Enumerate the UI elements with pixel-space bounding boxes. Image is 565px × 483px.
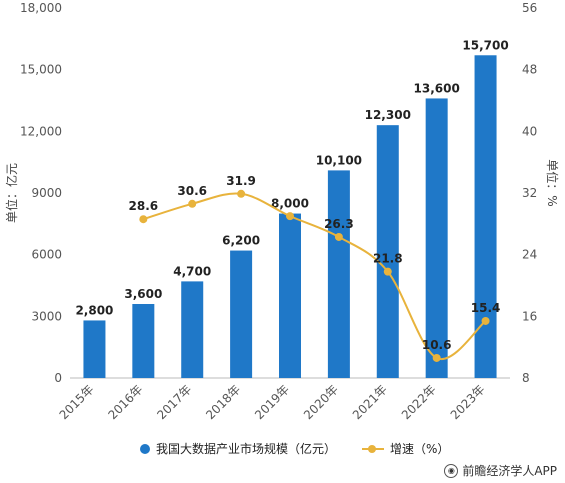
growth-point	[383, 267, 392, 276]
y-tick-label: 3000	[31, 309, 62, 323]
y2-axis-title: 单位：%	[545, 159, 560, 206]
growth-value-label: 26.3	[324, 217, 354, 231]
bar	[132, 304, 155, 378]
growth-point	[286, 212, 294, 221]
bar-value-label: 10,100	[316, 153, 362, 167]
bar	[83, 320, 106, 378]
legend: 我国大数据产业市场规模（亿元） 增速（%）	[140, 440, 449, 457]
x-tick-label: 2017年	[154, 382, 194, 422]
y2-tick-label: 40	[522, 124, 537, 138]
growth-value-label: 10.6	[422, 338, 452, 352]
y-tick-label: 6000	[31, 248, 62, 262]
y2-tick-label: 8	[522, 371, 530, 385]
x-tick-label: 2022年	[399, 382, 439, 422]
bar-value-label: 4,700	[173, 264, 211, 278]
legend-bar-swatch	[140, 443, 150, 454]
bar-value-label: 8,000	[271, 197, 309, 211]
bar	[279, 213, 301, 378]
x-tick-label: 2021年	[350, 382, 390, 422]
growth-value-label: 28.6	[129, 199, 159, 213]
bar	[181, 281, 204, 378]
legend-item-bar: 我国大数据产业市场规模（亿元）	[140, 440, 336, 457]
legend-line-swatch	[362, 444, 385, 454]
x-tick-label: 2016年	[105, 382, 145, 422]
y-tick-label: 0	[54, 371, 62, 385]
bar	[376, 125, 399, 379]
weibo-icon: ◉	[444, 463, 459, 478]
y2-tick-label: 24	[522, 248, 537, 262]
bar-value-label: 12,300	[365, 108, 411, 122]
bar-value-label: 13,600	[414, 81, 460, 95]
y2-tick-label: 16	[522, 309, 537, 323]
bars-group: 2,800 3,600 4,700 6,200 8,000 10,100 12,30013,…	[75, 38, 509, 379]
y-axis-title: 单位：亿元	[4, 163, 19, 223]
x-tick-label: 2020年	[301, 382, 341, 422]
growth-value-label: 31.9	[226, 174, 256, 188]
x-tick-label: 2018年	[203, 382, 243, 422]
y2-tick-label: 32	[522, 186, 537, 200]
growth-point	[432, 353, 441, 362]
x-tick-label: 2019年	[252, 382, 292, 422]
x-tick-label: 2023年	[448, 382, 488, 422]
legend-line-label: 增速（%）	[390, 442, 450, 456]
legend-item-line: 增速（%）	[362, 440, 449, 457]
y-tick-label: 18,000	[20, 1, 62, 15]
growth-point	[139, 215, 148, 224]
growth-point	[237, 189, 246, 198]
bar-value-label: 2,800	[75, 303, 113, 317]
growth-point	[481, 316, 490, 325]
bar	[474, 55, 497, 379]
y-tick-label: 9000	[31, 186, 62, 200]
bar	[425, 98, 448, 378]
growth-point	[334, 232, 343, 241]
growth-point	[188, 199, 197, 208]
bar	[230, 250, 253, 378]
bar-value-label: 15,700	[462, 38, 508, 52]
bar-value-label: 6,200	[222, 234, 260, 248]
growth-line-group: 28.6 30.6 31.9 26.3 21.8 10.6 15.4	[129, 174, 501, 362]
source-credit: ◉ 前瞻经济学人APP	[444, 462, 557, 479]
growth-value-label: 15.4	[471, 301, 501, 315]
growth-value-label: 30.6	[177, 184, 207, 198]
y2-tick-label: 48	[522, 63, 537, 77]
y2-tick-label: 56	[522, 1, 537, 15]
legend-bar-label: 我国大数据产业市场规模（亿元）	[156, 442, 337, 456]
y-tick-label: 12,000	[20, 124, 62, 138]
bar-value-label: 3,600	[124, 287, 162, 301]
bar	[327, 170, 350, 378]
x-tick-label: 2015年	[57, 382, 97, 422]
growth-value-label: 21.8	[373, 252, 403, 266]
source-credit-text: 前瞻经济学人APP	[462, 464, 557, 478]
y-tick-label: 15,000	[20, 63, 62, 77]
